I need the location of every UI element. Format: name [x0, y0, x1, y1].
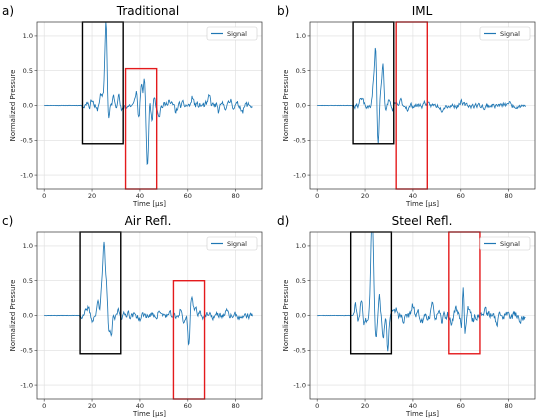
legend-label: Signal	[227, 240, 247, 248]
series-line-signal	[317, 47, 526, 144]
chart-title: Traditional	[116, 4, 179, 18]
panel-label: b)	[277, 4, 289, 18]
y-axis-label: Normalized Pressure	[9, 70, 17, 142]
panel-1: 0 20 40 60 80 -1.0 -0.5 0.0 0.5 1.0 Time [µs] Norma…	[2, 4, 263, 208]
x-axis-label: Time [µs]	[132, 410, 166, 418]
y-axis-label: Normalized Pressure	[282, 280, 290, 352]
y-tick-label: 0.5	[296, 277, 306, 285]
x-tick-label: 40	[409, 402, 417, 410]
x-tick-label: 0	[42, 402, 46, 410]
y-tick-label: 0.0	[23, 102, 33, 110]
y-tick-label: 0.5	[23, 277, 33, 285]
y-tick-label: 0.0	[296, 102, 306, 110]
y-tick-label: -1.0	[20, 171, 33, 179]
panel-2: 0 20 40 60 80 -1.0 -0.5 0.0 0.5 1.0 Time [µs] Norma…	[277, 4, 536, 208]
legend-label: Signal	[500, 240, 520, 248]
x-tick-label: 0	[42, 192, 46, 200]
x-axis-label: Time [µs]	[132, 200, 166, 208]
x-tick-label: 80	[505, 402, 513, 410]
legend-label: Signal	[500, 30, 520, 38]
legend: Signal	[206, 26, 258, 41]
x-axis-label: Time [µs]	[405, 410, 439, 418]
x-tick-label: 60	[184, 402, 192, 410]
y-tick-label: 0.0	[23, 312, 33, 320]
x-tick-label: 0	[315, 402, 319, 410]
y-tick-label: 0.0	[296, 312, 306, 320]
series-line-signal	[317, 232, 526, 352]
y-tick-label: -0.5	[20, 136, 33, 144]
y-tick-label: -1.0	[20, 381, 33, 389]
legend-box	[479, 26, 531, 41]
x-tick-label: 60	[184, 192, 192, 200]
panel-label: c)	[2, 214, 13, 228]
y-tick-label: 0.5	[296, 67, 306, 75]
y-axis-label: Normalized Pressure	[282, 70, 290, 142]
x-tick-label: 20	[361, 192, 369, 200]
chart-title: Air Refl.	[125, 214, 172, 228]
legend: Signal	[206, 236, 258, 251]
x-tick-label: 80	[232, 192, 240, 200]
chart-title: Steel Refl.	[392, 214, 453, 228]
legend-box	[206, 236, 258, 251]
y-tick-label: 1.0	[296, 242, 306, 250]
x-tick-label: 40	[136, 402, 144, 410]
y-tick-label: 1.0	[23, 242, 33, 250]
x-tick-label: 60	[457, 402, 465, 410]
y-axis-label: Normalized Pressure	[9, 280, 17, 352]
y-tick-label: -1.0	[293, 171, 306, 179]
x-tick-label: 20	[88, 192, 96, 200]
y-tick-label: 0.5	[23, 67, 33, 75]
legend-box	[206, 26, 258, 41]
y-tick-label: -0.5	[20, 346, 33, 354]
panel-3: 0 20 40 60 80 -1.0 -0.5 0.0 0.5 1.0 Time [µs] Norma…	[2, 214, 263, 418]
y-tick-label: 1.0	[296, 32, 306, 40]
y-tick-label: -0.5	[293, 136, 306, 144]
x-tick-label: 20	[88, 402, 96, 410]
legend-box	[479, 236, 531, 251]
panel-label: a)	[2, 4, 14, 18]
legend-label: Signal	[227, 30, 247, 38]
x-tick-label: 80	[232, 402, 240, 410]
panel-label: d)	[277, 214, 289, 228]
x-tick-label: 20	[361, 402, 369, 410]
x-tick-label: 40	[136, 192, 144, 200]
y-tick-label: -1.0	[293, 381, 306, 389]
series-line-signal	[44, 241, 253, 346]
x-axis-label: Time [µs]	[405, 200, 439, 208]
x-tick-label: 60	[457, 192, 465, 200]
legend: Signal	[479, 236, 531, 251]
panel-4: 0 20 40 60 80 -1.0 -0.5 0.0 0.5 1.0 Time [µs] Norma…	[277, 214, 536, 418]
legend: Signal	[479, 26, 531, 41]
x-tick-label: 0	[315, 192, 319, 200]
series-line-signal	[44, 22, 253, 166]
chart-title: IML	[412, 4, 433, 18]
y-tick-label: -0.5	[293, 346, 306, 354]
x-tick-label: 40	[409, 192, 417, 200]
x-tick-label: 80	[505, 192, 513, 200]
y-tick-label: 1.0	[23, 32, 33, 40]
